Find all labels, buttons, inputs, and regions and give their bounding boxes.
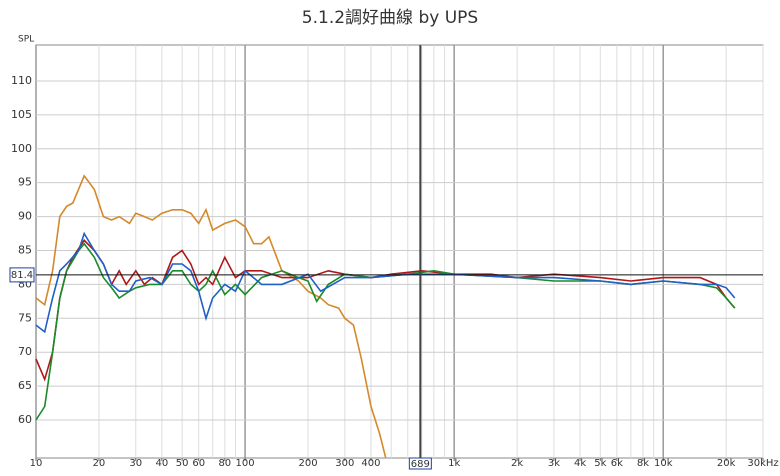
x-tick-label: 100 — [236, 458, 255, 469]
y-tick-label: 70 — [18, 345, 32, 358]
x-tick-label: 1k — [448, 458, 460, 469]
series-line — [35, 231, 736, 334]
y-tick-label: 90 — [18, 210, 32, 223]
series-line — [35, 242, 736, 421]
x-tick-label: 3k — [548, 458, 560, 469]
y-tick-label: 95 — [18, 176, 32, 189]
x-tick-label: 4k — [574, 458, 586, 469]
y-tick-label: 65 — [18, 379, 32, 392]
plot-area — [35, 44, 764, 459]
series-line — [35, 174, 387, 458]
x-tick-label: 6k — [611, 458, 623, 469]
cursor-y-box — [9, 267, 35, 283]
x-tick-label: 50 — [176, 458, 189, 469]
x-tick-label: 40 — [156, 458, 169, 469]
y-axis-label: SPL — [18, 35, 34, 45]
x-tick-label: 200 — [298, 458, 317, 469]
y-tick-label: 105 — [11, 108, 32, 121]
cursor-x-box — [408, 457, 432, 470]
y-tick-label: 60 — [18, 413, 32, 426]
x-tick-label: 30 — [129, 458, 142, 469]
x-tick-label: 8k — [637, 458, 649, 469]
x-tick-label: 20 — [93, 458, 106, 469]
chart-title: 5.1.2調好曲線 by UPS — [302, 8, 478, 28]
y-tick-label: 110 — [11, 74, 32, 87]
x-tick-label: 300 — [335, 458, 354, 469]
x-tick-label: 400 — [361, 458, 380, 469]
cursor-y-label: 81.4 — [11, 270, 33, 281]
x-tick-label: 5k — [594, 458, 606, 469]
x-tick-label: 2k — [511, 458, 523, 469]
x-tick-label: 20k — [717, 458, 736, 469]
x-tick-label: 30kHz — [747, 458, 778, 469]
x-tick-label: 10k — [654, 458, 673, 469]
x-tick-label: 10 — [30, 458, 43, 469]
cursor-x-label: 689 — [411, 459, 430, 470]
x-tick-label: 80 — [218, 458, 231, 469]
x-tick-label: 60 — [192, 458, 205, 469]
y-tick-label: 75 — [18, 311, 32, 324]
y-tick-label: 85 — [18, 243, 32, 256]
y-tick-label: 100 — [11, 142, 32, 155]
